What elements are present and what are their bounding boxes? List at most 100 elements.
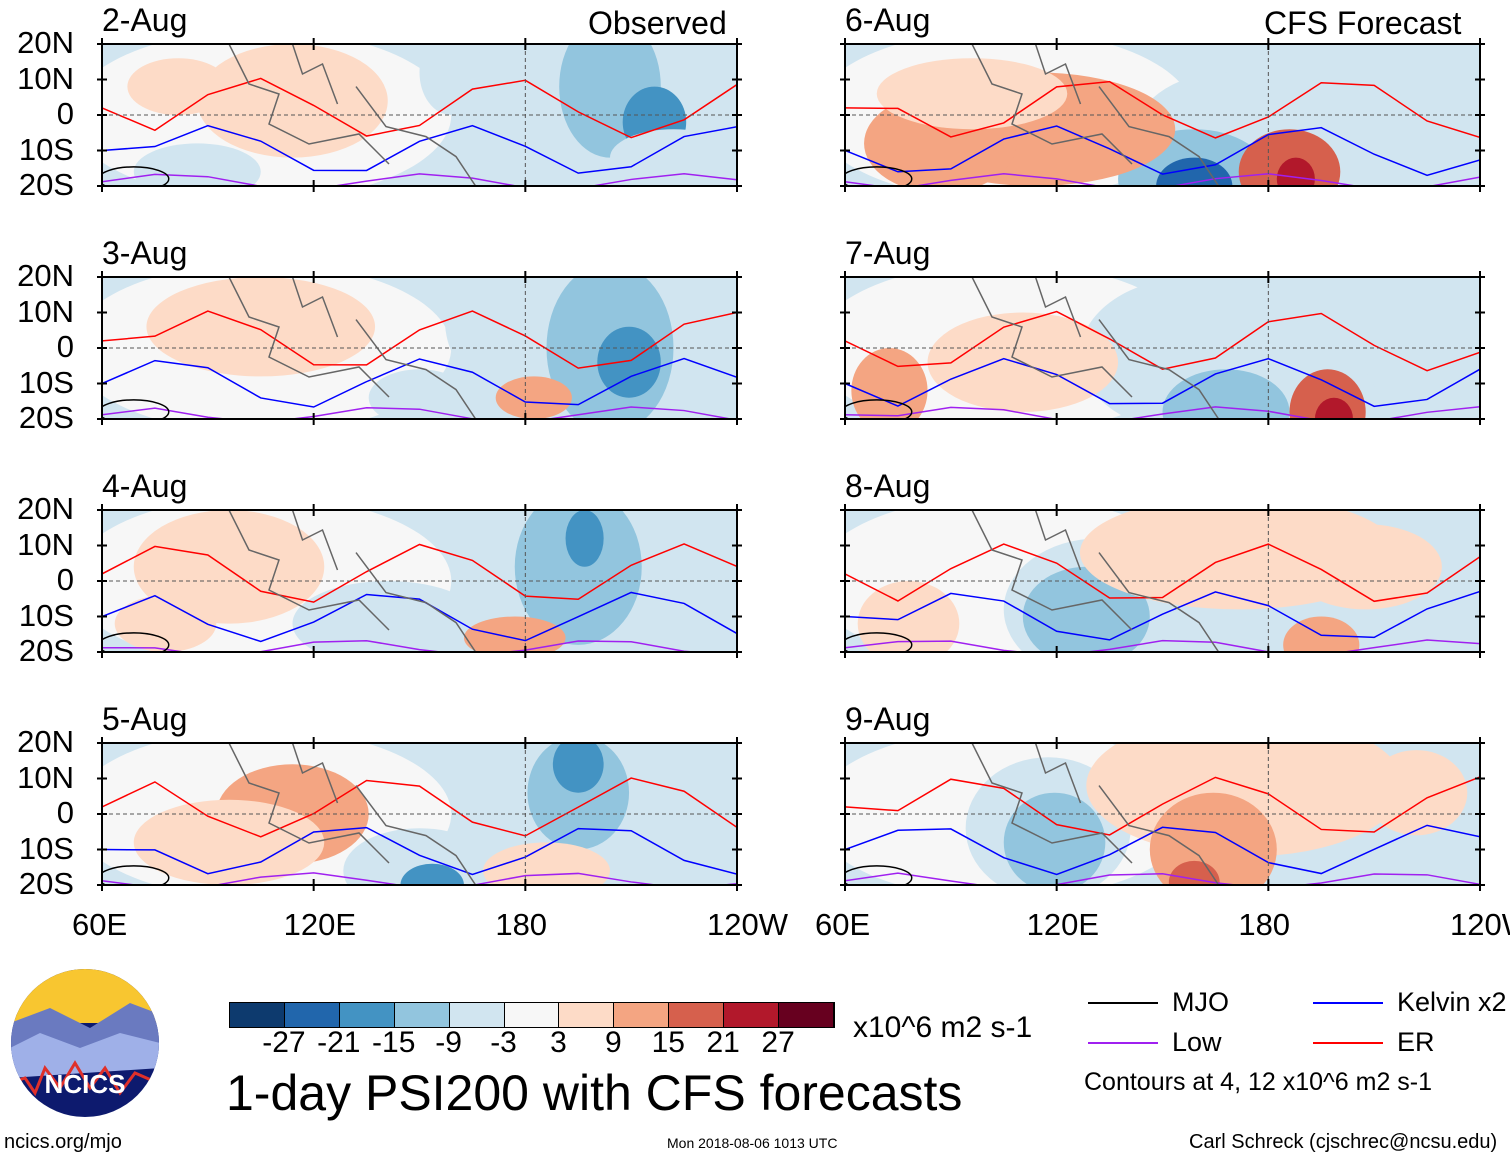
mjo-contour: [845, 166, 913, 186]
x-tick-label: 120W: [707, 907, 788, 942]
y-tick-label: 0: [56, 795, 74, 830]
map-panel-8-Aug: [840, 504, 1485, 658]
colorbar-tick-label: 27: [761, 1026, 795, 1059]
x-tick-label: 180: [495, 907, 548, 942]
contour-line: [845, 357, 1480, 408]
contour-line: [102, 124, 737, 174]
panel-date-label: 4-Aug: [102, 468, 188, 504]
y-tick-label: 20S: [18, 633, 74, 668]
legend-line-swatch: [1313, 1042, 1383, 1044]
contour-line: [845, 590, 1480, 641]
colorbar-swatch: [559, 1003, 615, 1027]
colorbar: [229, 1002, 835, 1028]
contour-line: [102, 826, 737, 876]
colorbar-swatch: [230, 1003, 285, 1027]
map-panel-5-Aug: [97, 737, 742, 891]
panel-date-label: 2-Aug: [102, 2, 188, 38]
panel-date-label: 7-Aug: [845, 235, 931, 271]
mjo-contour: [102, 166, 170, 186]
colorbar-tick-label: 21: [706, 1026, 740, 1059]
y-tick-label: 0: [56, 96, 74, 131]
anomaly-region: [857, 581, 960, 652]
y-tick-label: 10N: [17, 759, 74, 795]
contour-line: [845, 173, 1480, 186]
colorbar-tick-label: -27: [262, 1026, 306, 1059]
contour-line: [845, 776, 1480, 836]
contour-line: [102, 591, 737, 643]
legend-label: MJO: [1172, 987, 1229, 1017]
anomaly-region: [514, 510, 642, 645]
y-tick-label: 10N: [17, 60, 74, 96]
y-tick-label: 10N: [17, 293, 74, 329]
colorbar-tick-label: -21: [317, 1026, 361, 1059]
anomaly-region: [463, 616, 566, 652]
coastline: [971, 44, 1220, 186]
logo-text: NCICS: [45, 1069, 126, 1099]
legend-line-swatch: [1088, 1042, 1158, 1044]
anomaly-region: [552, 743, 604, 793]
y-tick-label: 10S: [18, 830, 74, 866]
colorbar-swatch: [284, 1003, 340, 1027]
site-url[interactable]: ncics.org/mjo: [4, 1131, 122, 1153]
y-tick-label: 20N: [17, 25, 74, 60]
anomaly-region: [527, 743, 630, 850]
colorbar-swatch: [394, 1003, 450, 1027]
anomaly-region: [1283, 616, 1360, 652]
anomaly-region: [1149, 792, 1277, 885]
coastline: [228, 510, 477, 652]
anomaly-region: [483, 842, 610, 885]
mjo-contour: [102, 399, 170, 419]
anomaly-region: [146, 277, 376, 377]
y-tick-label: 20S: [18, 167, 74, 202]
x-tick-label: 60E: [815, 907, 871, 942]
y-tick-label: 20N: [17, 491, 74, 526]
coastline: [228, 44, 477, 186]
mjo-contour: [845, 865, 913, 885]
map-panel-7-Aug: [840, 271, 1485, 425]
anomaly-region: [400, 863, 464, 885]
contour-line: [845, 543, 1480, 603]
colorbar-swatch: [724, 1003, 780, 1027]
colorbar-tick-label: 3: [550, 1026, 567, 1059]
colorbar-swatch: [669, 1003, 725, 1027]
contour-note: Contours at 4, 12 x10^6 m2 s-1: [1084, 1068, 1433, 1096]
panel-date-label: 5-Aug: [102, 701, 188, 737]
anomaly-region: [565, 510, 604, 567]
contour-line: [102, 639, 703, 652]
contour-line: [845, 310, 1480, 372]
map-panel-3-Aug: [97, 271, 742, 425]
contour-line: [845, 406, 1480, 419]
contour-line: [102, 172, 737, 186]
y-tick-label: 10N: [17, 526, 74, 562]
y-tick-label: 0: [56, 329, 74, 364]
anomaly-region: [1289, 524, 1442, 610]
y-tick-label: 20S: [18, 400, 74, 435]
colorbar-tick-label: -9: [435, 1026, 462, 1059]
legend-line-swatch: [1313, 1002, 1383, 1004]
colorbar-tick-label: -15: [372, 1026, 416, 1059]
anomaly-region: [610, 129, 737, 186]
x-tick-label: 120W: [1450, 907, 1510, 942]
figure-title: 1-day PSI200 with CFS forecasts: [226, 1065, 963, 1121]
colorbar-swatch: [779, 1003, 834, 1027]
anomaly-region: [1238, 129, 1341, 186]
anomaly-region: [1162, 369, 1290, 419]
colorbar-swatch: [504, 1003, 560, 1027]
panel-date-label: 6-Aug: [845, 2, 931, 38]
mjo-contour: [102, 865, 170, 885]
anomaly-region: [444, 277, 522, 377]
contour-line: [102, 543, 737, 603]
y-tick-label: 20S: [18, 866, 74, 901]
contour-line: [102, 357, 737, 408]
x-tick-label: 60E: [72, 907, 128, 942]
anomaly-region: [1003, 792, 1106, 885]
x-tick-label: 120E: [283, 907, 357, 942]
ncics-logo: NCICS: [11, 969, 159, 1117]
panel-date-label: 8-Aug: [845, 468, 931, 504]
y-tick-label: 20N: [17, 724, 74, 759]
timestamp: Mon 2018-08-06 1013 UTC: [667, 1135, 838, 1151]
anomaly-region: [133, 799, 325, 885]
coastline: [971, 743, 1220, 885]
legend-label: Kelvin x2: [1397, 987, 1507, 1017]
